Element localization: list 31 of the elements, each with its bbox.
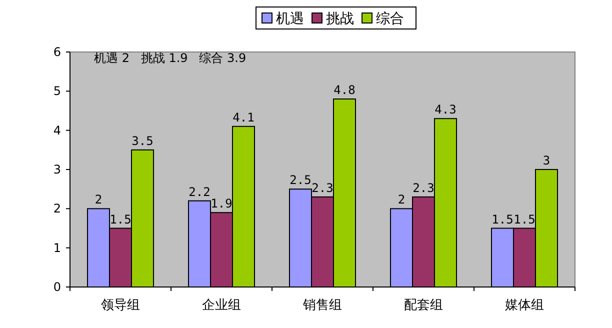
legend-label: 机遇: [276, 11, 304, 27]
data-label: 4.8: [334, 83, 356, 97]
data-label: 2.3: [312, 180, 334, 195]
x-tick-label: 媒体组: [505, 298, 544, 313]
y-tick-label: 0: [53, 280, 61, 294]
x-tick-label: 企业组: [202, 298, 241, 313]
data-label: 2: [398, 192, 406, 207]
x-tick-label: 销售组: [302, 298, 342, 313]
data-label: 2: [94, 192, 102, 207]
data-label: 4.3: [434, 102, 456, 117]
data-label: 1.9: [210, 196, 232, 211]
data-label: 2.5: [290, 173, 312, 188]
data-label: 2.2: [188, 184, 210, 199]
y-tick-label: 2: [53, 202, 61, 216]
legend-label: 综合: [376, 11, 404, 27]
annotation: 机遇 2 挑战 1.9 综合 3.9: [94, 51, 246, 65]
y-tick-label: 5: [53, 84, 61, 98]
data-label: 1.5: [514, 212, 536, 226]
y-tick-label: 6: [53, 45, 61, 59]
y-tick-label: 3: [53, 162, 61, 176]
data-label: 3: [542, 154, 550, 168]
x-tick-label: 配套组: [404, 298, 443, 313]
data-label: 1.5: [110, 212, 132, 226]
data-label: 4.1: [232, 110, 254, 124]
y-tick-label: 1: [53, 240, 61, 255]
data-label: 2.3: [412, 180, 434, 195]
legend-label: 挑战: [326, 11, 354, 27]
y-tick-label: 4: [53, 123, 61, 138]
data-label: 3.5: [132, 134, 154, 148]
data-label: 1.5: [492, 212, 514, 226]
x-tick-label: 领导组: [101, 298, 140, 313]
